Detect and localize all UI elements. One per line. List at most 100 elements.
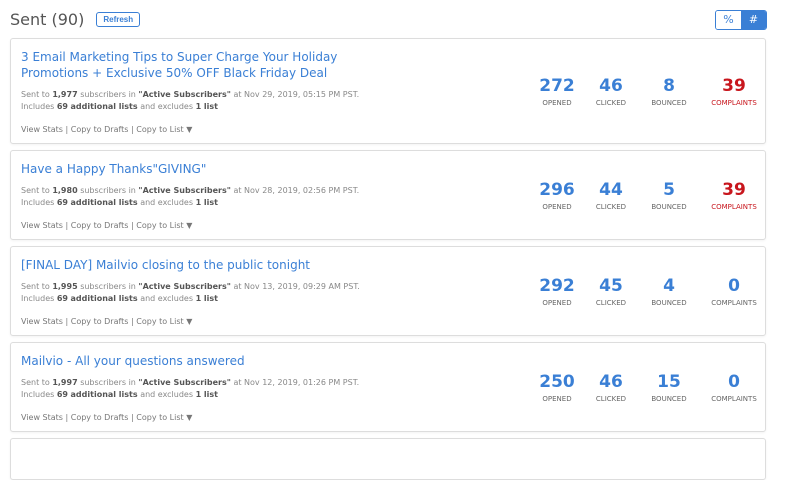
page-title: Sent (90) xyxy=(10,10,85,29)
meta-text: subscribers in xyxy=(80,282,136,291)
stat-complaints-value: 39 xyxy=(722,180,746,200)
copy-to-drafts-link[interactable]: Copy to Drafts xyxy=(70,125,129,134)
stat-complaints-label: COMPLAINTS xyxy=(711,203,757,211)
caret-down-icon[interactable]: ▼ xyxy=(186,125,193,134)
stat-clicked-label: CLICKED xyxy=(595,203,627,211)
included-count: 69 xyxy=(56,294,68,303)
meta-text: additional lists xyxy=(70,294,138,303)
stat-complaints-label: COMPLAINTS xyxy=(711,299,757,307)
stat-clicked: 46 CLICKED xyxy=(576,372,646,403)
meta-text: subscribers in xyxy=(80,90,136,99)
campaign-actions: View Stats | Copy to Drafts | Copy to Li… xyxy=(21,317,193,326)
subscriber-count: 1,980 xyxy=(52,186,78,195)
sent-date: at Nov 12, 2019, 01:26 PM PST. xyxy=(233,378,360,387)
stat-clicked: 44 CLICKED xyxy=(576,180,646,211)
stat-bounced-label: BOUNCED xyxy=(651,395,687,403)
campaign-subject-link[interactable]: Mailvio - All your questions answered xyxy=(21,354,245,368)
stat-complaints: 39 COMPLAINTS xyxy=(699,76,769,107)
stat-bounced: 4 BOUNCED xyxy=(634,276,704,307)
sent-date: at Nov 29, 2019, 05:15 PM PST. xyxy=(233,90,360,99)
campaign-meta: Sent to 1,997 subscribers in "Active Sub… xyxy=(21,377,359,401)
meta-text: additional lists xyxy=(70,390,138,399)
meta-text: Sent to xyxy=(21,186,50,195)
meta-text: Includes xyxy=(21,198,55,207)
view-stats-link[interactable]: View Stats xyxy=(21,125,63,134)
meta-text: Includes xyxy=(21,294,55,303)
stat-complaints-value: 39 xyxy=(722,76,746,96)
meta-text: Sent to xyxy=(21,90,50,99)
campaign-card xyxy=(10,438,766,480)
stat-opened-label: OPENED xyxy=(542,203,572,211)
meta-text: and excludes xyxy=(140,390,194,399)
copy-to-list-link[interactable]: Copy to List xyxy=(136,221,184,230)
stat-opened-label: OPENED xyxy=(542,299,572,307)
meta-text: Includes xyxy=(21,102,55,111)
campaign-subject-link[interactable]: 3 Email Marketing Tips to Super Charge Y… xyxy=(21,50,338,80)
stat-clicked-label: CLICKED xyxy=(595,395,627,403)
stat-bounced-value: 8 xyxy=(663,76,675,96)
stat-opened: 250 OPENED xyxy=(522,372,592,403)
list-name: "Active Subscribers" xyxy=(138,282,231,291)
stat-opened-value: 292 xyxy=(539,276,575,296)
stat-clicked: 45 CLICKED xyxy=(576,276,646,307)
list-name: "Active Subscribers" xyxy=(138,186,231,195)
caret-down-icon[interactable]: ▼ xyxy=(186,317,193,326)
stat-bounced-label: BOUNCED xyxy=(651,299,687,307)
campaign-subject-link[interactable]: Have a Happy Thanks"GIVING" xyxy=(21,162,207,176)
caret-down-icon[interactable]: ▼ xyxy=(186,413,193,422)
copy-to-list-link[interactable]: Copy to List xyxy=(136,317,184,326)
copy-to-list-link[interactable]: Copy to List xyxy=(136,125,184,134)
sent-date: at Nov 28, 2019, 02:56 PM PST. xyxy=(233,186,360,195)
display-toggle: % # xyxy=(715,10,767,30)
campaign-card: [FINAL DAY] Mailvio closing to the publi… xyxy=(10,246,766,336)
toggle-number[interactable]: # xyxy=(741,11,766,29)
refresh-button[interactable]: Refresh xyxy=(96,12,141,27)
subscriber-count: 1,977 xyxy=(52,90,78,99)
copy-to-drafts-link[interactable]: Copy to Drafts xyxy=(70,221,129,230)
stat-complaints-label: COMPLAINTS xyxy=(711,395,757,403)
view-stats-link[interactable]: View Stats xyxy=(21,221,63,230)
sent-date: at Nov 13, 2019, 09:29 AM PST. xyxy=(233,282,360,291)
copy-to-drafts-link[interactable]: Copy to Drafts xyxy=(70,413,129,422)
stat-bounced-label: BOUNCED xyxy=(651,99,687,107)
meta-text: and excludes xyxy=(140,102,194,111)
stat-bounced: 5 BOUNCED xyxy=(634,180,704,211)
stat-bounced-value: 5 xyxy=(663,180,675,200)
campaign-card: Have a Happy Thanks"GIVING" Sent to 1,98… xyxy=(10,150,766,240)
stat-opened: 296 OPENED xyxy=(522,180,592,211)
caret-down-icon[interactable]: ▼ xyxy=(186,221,193,230)
included-count: 69 xyxy=(56,390,68,399)
stat-complaints: 0 COMPLAINTS xyxy=(699,372,769,403)
stat-clicked-label: CLICKED xyxy=(595,99,627,107)
view-stats-link[interactable]: View Stats xyxy=(21,413,63,422)
stat-clicked-value: 45 xyxy=(599,276,623,296)
campaign-subject-link[interactable]: [FINAL DAY] Mailvio closing to the publi… xyxy=(21,258,311,272)
stat-bounced-value: 4 xyxy=(663,276,675,296)
stat-bounced-label: BOUNCED xyxy=(651,203,687,211)
meta-text: 1 list xyxy=(195,390,218,399)
toggle-percent[interactable]: % xyxy=(716,11,741,29)
meta-text: subscribers in xyxy=(80,378,136,387)
campaign-actions: View Stats | Copy to Drafts | Copy to Li… xyxy=(21,125,193,134)
campaign-meta: Sent to 1,995 subscribers in "Active Sub… xyxy=(21,281,360,305)
view-stats-link[interactable]: View Stats xyxy=(21,317,63,326)
copy-to-list-link[interactable]: Copy to List xyxy=(136,413,184,422)
stat-opened: 272 OPENED xyxy=(522,76,592,107)
campaign-meta: Sent to 1,977 subscribers in "Active Sub… xyxy=(21,89,359,113)
stat-opened-label: OPENED xyxy=(542,99,572,107)
meta-text: 1 list xyxy=(195,294,218,303)
meta-text: Sent to xyxy=(21,282,50,291)
stat-bounced-value: 15 xyxy=(657,372,681,392)
meta-text: additional lists xyxy=(70,102,138,111)
stat-clicked-value: 46 xyxy=(599,372,623,392)
meta-text: and excludes xyxy=(140,198,194,207)
stat-opened-label: OPENED xyxy=(542,395,572,403)
stat-opened-value: 272 xyxy=(539,76,575,96)
copy-to-drafts-link[interactable]: Copy to Drafts xyxy=(70,317,129,326)
stat-clicked-label: CLICKED xyxy=(595,299,627,307)
campaign-actions: View Stats | Copy to Drafts | Copy to Li… xyxy=(21,413,193,422)
stat-clicked: 46 CLICKED xyxy=(576,76,646,107)
stat-opened: 292 OPENED xyxy=(522,276,592,307)
list-name: "Active Subscribers" xyxy=(138,90,231,99)
campaign-actions: View Stats | Copy to Drafts | Copy to Li… xyxy=(21,221,193,230)
